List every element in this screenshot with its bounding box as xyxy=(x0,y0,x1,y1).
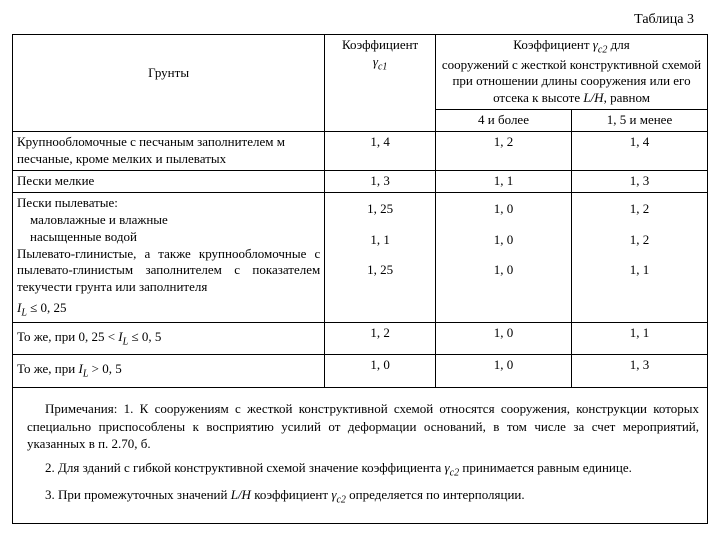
gamma-c2-symbol: γc2 xyxy=(331,487,346,502)
val-a-cell: 1, 0 xyxy=(436,230,572,261)
soil-cell: То же, при 0, 25 < IL ≤ 0, 5 xyxy=(13,322,325,355)
val-b-cell: 1, 2 xyxy=(572,199,708,230)
notes-block: Примечания: 1. К сооружениям с жесткой к… xyxy=(12,388,708,524)
note-3: 3. При промежуточных значений L/H коэффи… xyxy=(27,486,699,507)
soil-cell: Пески мелкие xyxy=(13,170,325,192)
val-a-cell: 1, 0 xyxy=(436,199,572,230)
soil-cell: Крупнообломочные с песчаным заполнителем… xyxy=(13,132,325,171)
condition-IL-025: IL ≤ 0, 25 xyxy=(17,300,320,320)
val-a-cell: 1, 0 xyxy=(436,355,572,388)
val-a-cell: 1, 2 xyxy=(436,132,572,171)
gamma-c2-symbol: γc2 xyxy=(593,37,608,52)
val-b-cell xyxy=(572,192,708,199)
gc1-cell: 1, 25 xyxy=(325,199,436,230)
val-b-cell: 1, 3 xyxy=(572,355,708,388)
table-row: Крупнообломочные с песчаным заполнителем… xyxy=(13,132,708,171)
val-b-cell: 1, 1 xyxy=(572,260,708,291)
gc1-cell: 1, 4 xyxy=(325,132,436,171)
gc1-cell: 1, 2 xyxy=(325,322,436,355)
table-row: То же, при IL > 0, 5 1, 0 1, 0 1, 3 xyxy=(13,355,708,388)
ratio-LH: L/H xyxy=(583,90,603,105)
soil-line: Пылевато-глинистые, а также крупнообломо… xyxy=(17,246,320,297)
table-row: То же, при 0, 25 < IL ≤ 0, 5 1, 2 1, 0 1… xyxy=(13,322,708,355)
header-soils: Грунты xyxy=(13,35,325,132)
gamma-c2-symbol: γc2 xyxy=(445,460,460,475)
table-row: Пески мелкие 1, 3 1, 1 1, 3 xyxy=(13,170,708,192)
val-a-cell: 1, 0 xyxy=(436,322,572,355)
val-a-cell: 1, 1 xyxy=(436,170,572,192)
soil-block: Пески пылеватые: маловлажные и влажные н… xyxy=(13,192,325,322)
val-a-cell xyxy=(436,192,572,199)
gamma-c1-symbol: γc1 xyxy=(373,54,388,69)
gc1-cell: 1, 1 xyxy=(325,230,436,261)
val-a-cell: 1, 0 xyxy=(436,260,572,291)
header-gc1: Коэффициент γc1 xyxy=(325,35,436,132)
gc1-cell xyxy=(325,291,436,322)
header-gc2-line2b: , равном xyxy=(604,90,650,105)
header-gc2-line2: сооружений с жесткой конструктивной схем… xyxy=(442,57,701,106)
table-caption: Таблица 3 xyxy=(12,12,694,28)
soil-line: маловлажные и влажные xyxy=(17,212,320,229)
gc1-cell xyxy=(325,192,436,199)
header-gc2-prefix: Коэффициент xyxy=(513,37,593,52)
soil-line: насыщенные водой xyxy=(17,229,320,246)
val-b-cell: 1, 3 xyxy=(572,170,708,192)
note-2: 2. Для зданий с гибкой конструктивной сх… xyxy=(27,459,699,480)
table-row: Пески пылеватые: маловлажные и влажные н… xyxy=(13,192,708,199)
val-b-cell: 1, 4 xyxy=(572,132,708,171)
coefficients-table: Грунты Коэффициент γc1 Коэффициент γc2 д… xyxy=(12,34,708,388)
header-soils-text: Грунты xyxy=(148,65,189,80)
gc1-cell: 1, 0 xyxy=(325,355,436,388)
subheader-15less: 1, 5 и менее xyxy=(572,110,708,132)
subheader-4plus: 4 и более xyxy=(436,110,572,132)
header-gc2-suffix: для xyxy=(607,37,629,52)
gc1-cell: 1, 3 xyxy=(325,170,436,192)
val-b-cell: 1, 2 xyxy=(572,230,708,261)
val-b-cell: 1, 1 xyxy=(572,322,708,355)
soil-cell: То же, при IL > 0, 5 xyxy=(13,355,325,388)
val-a-cell xyxy=(436,291,572,322)
note-1: Примечания: 1. К сооружениям с жесткой к… xyxy=(27,400,699,453)
header-gc2: Коэффициент γc2 для сооружений с жесткой… xyxy=(436,35,708,110)
soil-line: Пески пылеватые: xyxy=(17,195,320,212)
val-b-cell xyxy=(572,291,708,322)
gc1-cell: 1, 25 xyxy=(325,260,436,291)
header-gc1-word: Коэффициент xyxy=(342,37,418,52)
